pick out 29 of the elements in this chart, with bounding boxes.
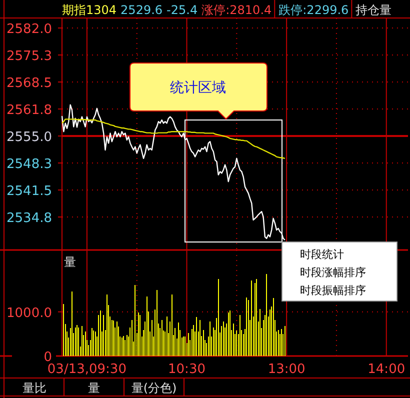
y-tick-label: 2548.3 <box>6 157 52 172</box>
y-tick-label: 2568.5 <box>6 76 52 91</box>
y-tick-label: 0 <box>44 350 52 365</box>
chart-title: 期指1304 <box>62 3 117 17</box>
y-tick-label: 2561.8 <box>6 103 52 118</box>
text: 2529.6 <box>120 3 163 17</box>
annotation: 时段振幅排序 <box>300 284 366 297</box>
text: 跌停:2299.6 <box>278 3 349 17</box>
y-tick-label: 2534.8 <box>6 211 52 226</box>
x-tick-label: 14:00 <box>368 362 406 377</box>
text: 量 <box>88 381 100 395</box>
text: -25.4 <box>166 3 198 17</box>
x-tick-label: 13:00 <box>268 362 306 377</box>
y-tick-label: 1000.0 <box>6 306 52 321</box>
annotation: 统计区域 <box>170 80 226 96</box>
y-tick-label: 2575.3 <box>6 49 52 64</box>
text: 持仓量 <box>356 3 392 17</box>
y-axis-title: 量 <box>64 255 76 269</box>
y-tick-label: 2582.0 <box>6 22 52 37</box>
text: 涨停:2810.4 <box>202 3 272 17</box>
annotation: 时段统计 <box>300 248 344 261</box>
text: 量(分色) <box>131 381 177 395</box>
y-tick-label: 2555.0 <box>6 130 52 145</box>
y-tick-label: 2541.5 <box>6 184 52 199</box>
annotation: 时段涨幅排序 <box>300 266 366 279</box>
x-tick-label: 10:30 <box>168 362 206 377</box>
x-tick-label: 03/13,09:30 <box>47 362 126 377</box>
line-series <box>61 118 286 159</box>
text: 量比 <box>22 381 46 395</box>
